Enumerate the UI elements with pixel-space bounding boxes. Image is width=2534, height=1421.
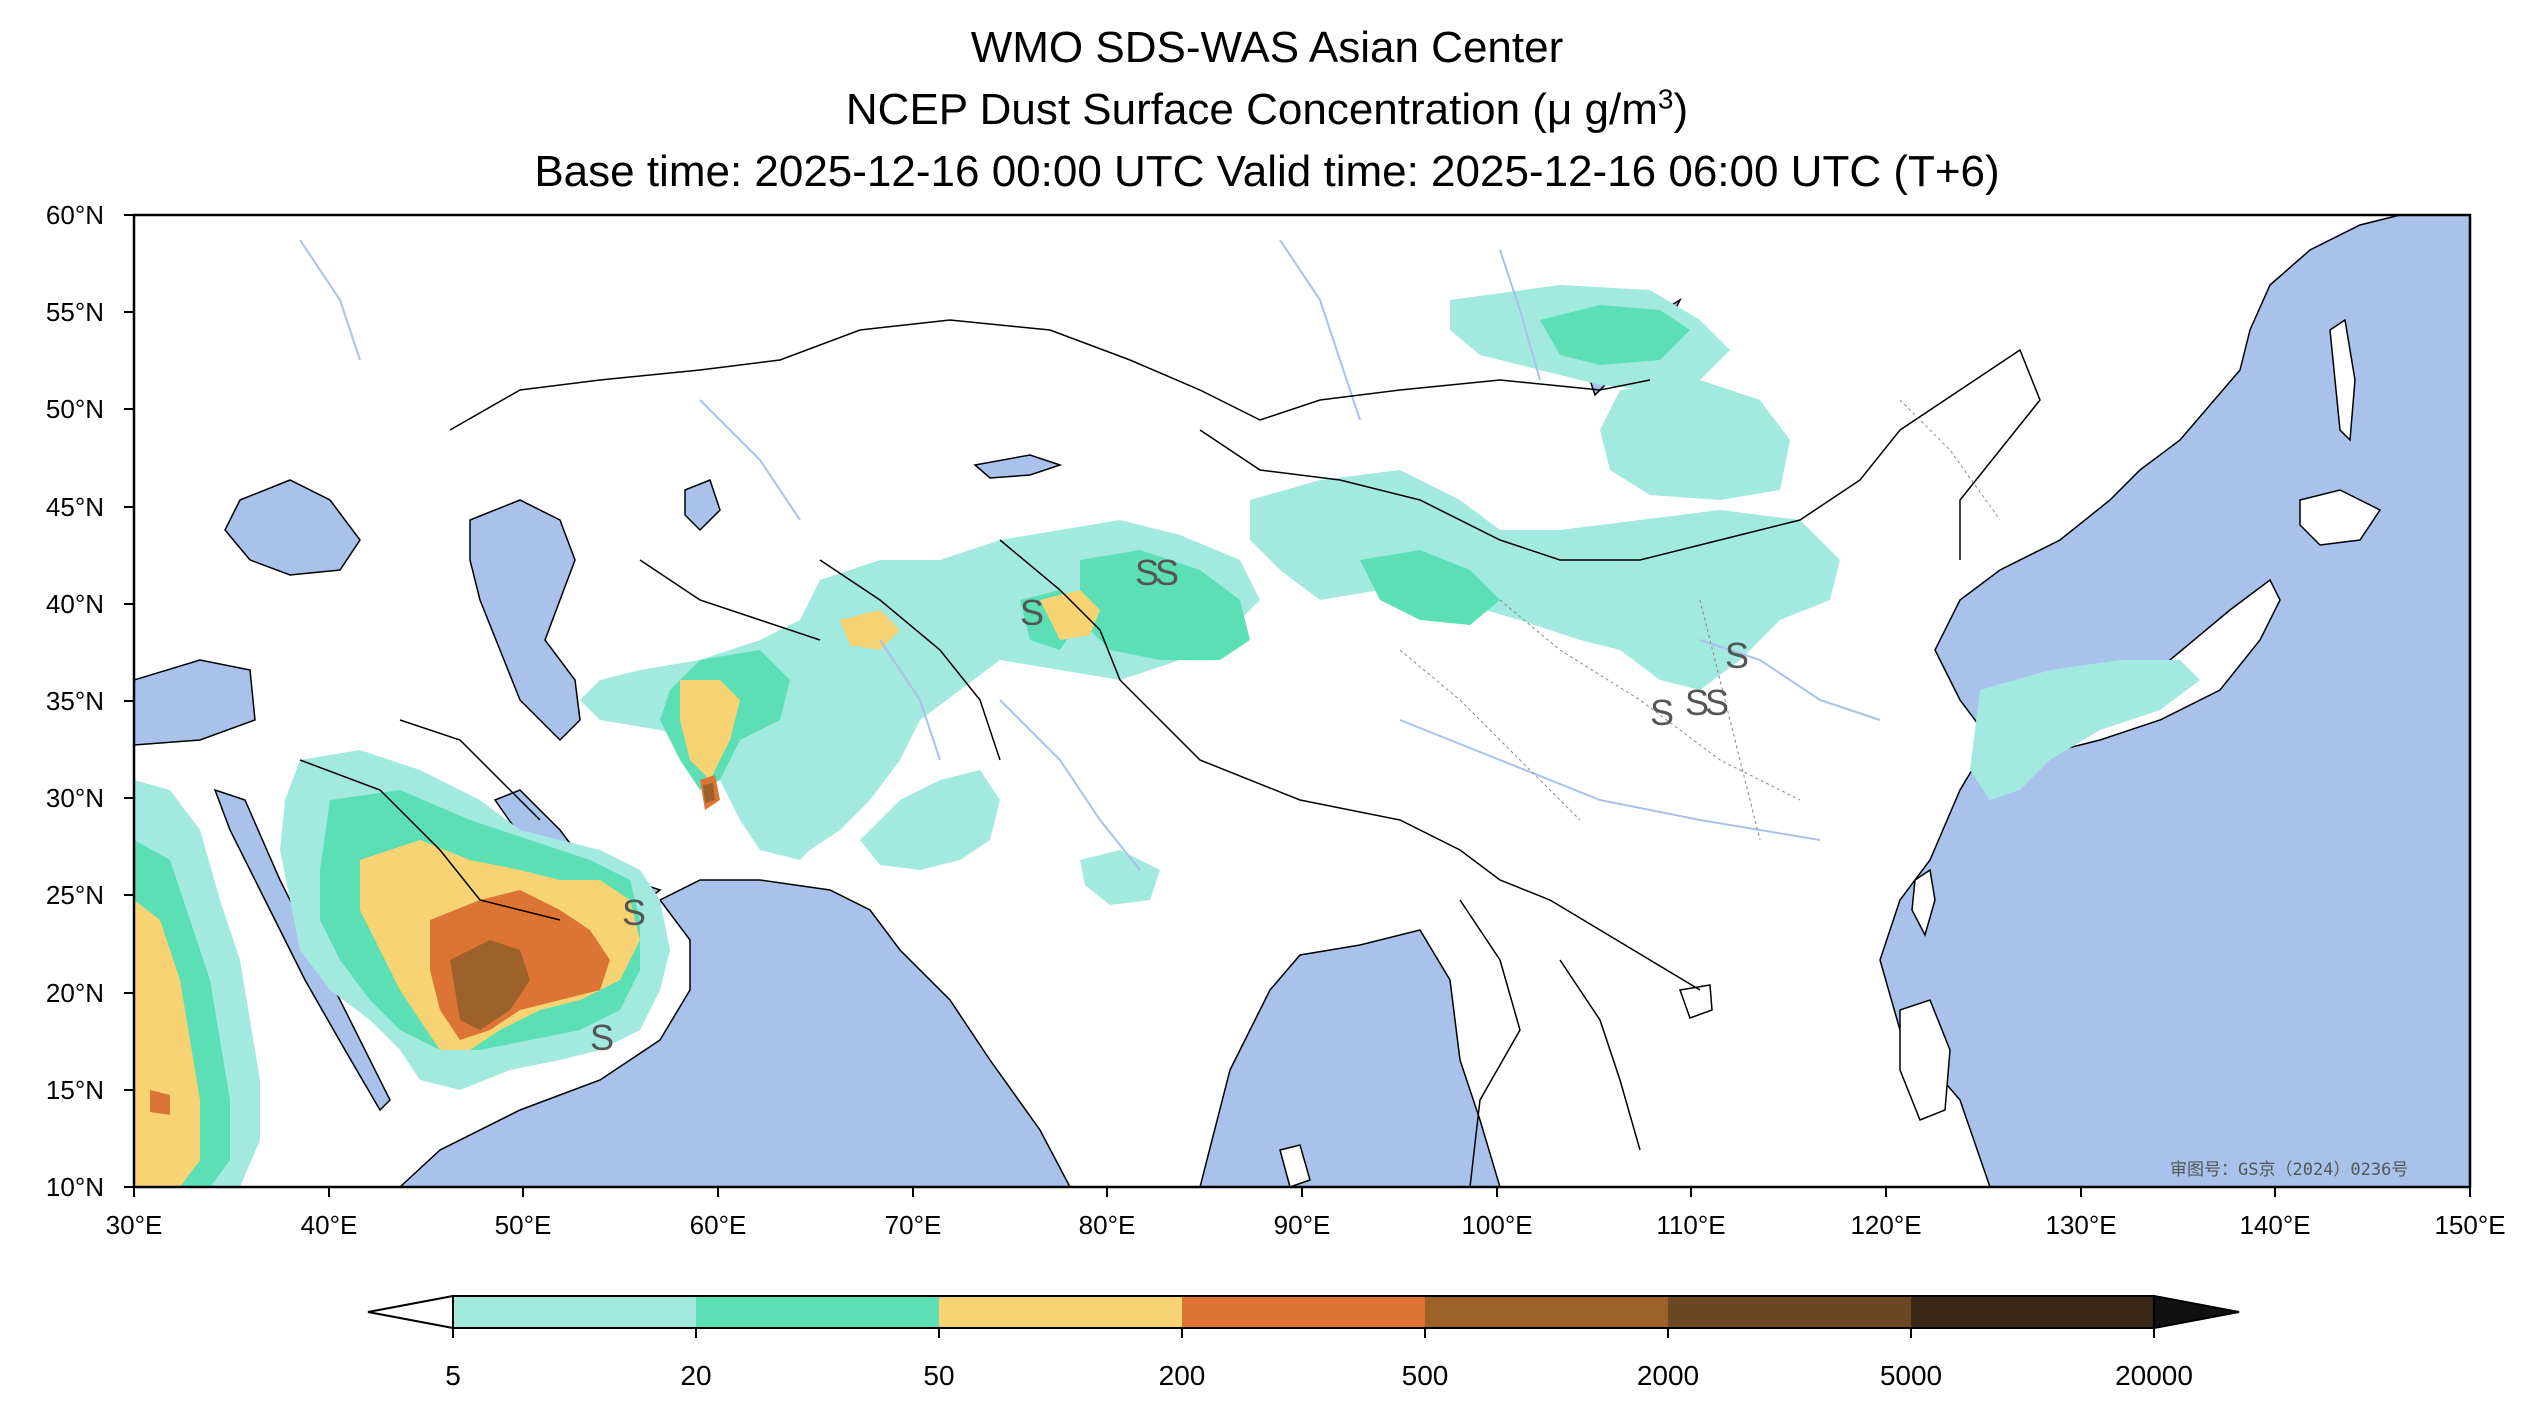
lat-label: 55°N [45, 297, 104, 327]
lon-label: 120°E [1850, 1210, 1922, 1240]
lat-label: 10°N [45, 1172, 104, 1202]
lat-label: 30°N [45, 783, 104, 813]
lon-label: 50°E [494, 1210, 552, 1240]
lat-label: 35°N [45, 686, 104, 716]
colorbar-segment [1425, 1296, 1668, 1328]
dust-layer-500 [450, 783, 715, 1030]
axis-ticks [124, 214, 2471, 1197]
sandstorm-symbol: S [1135, 552, 1159, 593]
lon-label: 40°E [300, 1210, 358, 1240]
lat-label: 20°N [45, 978, 104, 1008]
lon-label: 100°E [1461, 1210, 1533, 1240]
colorbar-tick-label: 2000 [1636, 1360, 1700, 1391]
lat-label: 50°N [45, 394, 104, 424]
lon-label: 70°E [884, 1210, 942, 1240]
map-area: S S S S S S S S S [134, 215, 2470, 1187]
colorbar-tick-label: 50 [923, 1360, 955, 1391]
lon-label: 30°E [105, 1210, 163, 1240]
lon-label: 150°E [2434, 1210, 2506, 1240]
sandstorm-symbol: S [1020, 592, 1044, 633]
map-subtitle: NCEP Dust Surface Concentration (μ g/m3) [845, 83, 1689, 134]
colorbar-over-arrow [2153, 1294, 2240, 1330]
sandstorm-symbols: S S S S S S S S S [590, 552, 1749, 1058]
lat-label: 45°N [45, 492, 104, 522]
lake-balkhash [973, 454, 1063, 479]
caspian-sea [469, 499, 581, 742]
philippines-luzon [1899, 999, 1951, 1121]
colorbar-tick-label: 20 [680, 1360, 712, 1391]
lon-label: 90°E [1273, 1210, 1331, 1240]
sandstorm-symbol: S [1705, 682, 1729, 723]
black-sea [224, 479, 361, 576]
lat-label: 60°N [45, 200, 104, 230]
japan-hokkaido [2299, 489, 2382, 546]
colorbar-segment [696, 1296, 939, 1328]
sandstorm-symbol: S [1725, 635, 1749, 676]
lon-label: 60°E [689, 1210, 747, 1240]
bay-of-bengal [1199, 929, 1501, 1187]
colorbar-tick-label: 500 [1401, 1360, 1449, 1391]
sandstorm-symbol: S [1685, 682, 1709, 723]
sandstorm-symbol: S [1155, 552, 1179, 593]
sri-lanka [1279, 1144, 1311, 1187]
colorbar-tick-label: 200 [1158, 1360, 1206, 1391]
lon-label: 110°E [1656, 1210, 1726, 1240]
colorbar-tick-label: 20000 [2115, 1360, 2193, 1391]
colorbar-tick-label: 5000 [1879, 1360, 1943, 1391]
colorbar-segment [1911, 1296, 2154, 1328]
hainan [1678, 984, 1713, 1019]
arabian-sea [398, 879, 1071, 1187]
river-layer [299, 239, 1881, 871]
taiwan [1911, 868, 1936, 938]
lon-label: 140°E [2239, 1210, 2311, 1240]
sandstorm-symbol: S [590, 1017, 614, 1058]
colorbar-segment [1668, 1296, 1911, 1328]
sakhalin [2329, 318, 2356, 442]
colorbar-under-arrow [367, 1294, 454, 1330]
colorbar-tick-label: 5 [445, 1360, 461, 1391]
aral-sea [684, 479, 721, 532]
lon-label: 80°E [1078, 1210, 1136, 1240]
lat-label: 25°N [45, 880, 104, 910]
colorbar [367, 1294, 2240, 1338]
lat-label: 15°N [45, 1075, 104, 1105]
sandstorm-symbol: S [1650, 692, 1674, 733]
colorbar-segment [453, 1296, 696, 1328]
map-approval-number: 审图号：GS京（2024）0236号 [2170, 1160, 2409, 1180]
colorbar-segment [939, 1296, 1182, 1328]
mediterranean-sea [134, 659, 256, 746]
time-info: Base time: 2025-12-16 00:00 UTC Valid ti… [534, 147, 2000, 196]
sandstorm-symbol: S [622, 892, 646, 933]
lon-label: 130°E [2045, 1210, 2117, 1240]
province-layer [1399, 399, 2001, 841]
map-title: WMO SDS-WAS Asian Center [970, 23, 1564, 72]
border-layer [299, 319, 2041, 1187]
colorbar-segment [1182, 1296, 1425, 1328]
lat-label: 40°N [45, 589, 104, 619]
